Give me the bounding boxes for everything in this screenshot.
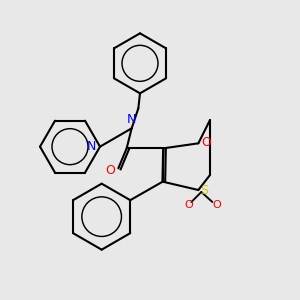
Text: N: N (87, 140, 96, 153)
Text: S: S (200, 184, 208, 196)
Text: O: O (106, 164, 115, 177)
Text: O: O (201, 136, 211, 149)
Text: O: O (212, 200, 221, 210)
Text: N: N (127, 113, 136, 126)
Text: O: O (184, 200, 193, 210)
